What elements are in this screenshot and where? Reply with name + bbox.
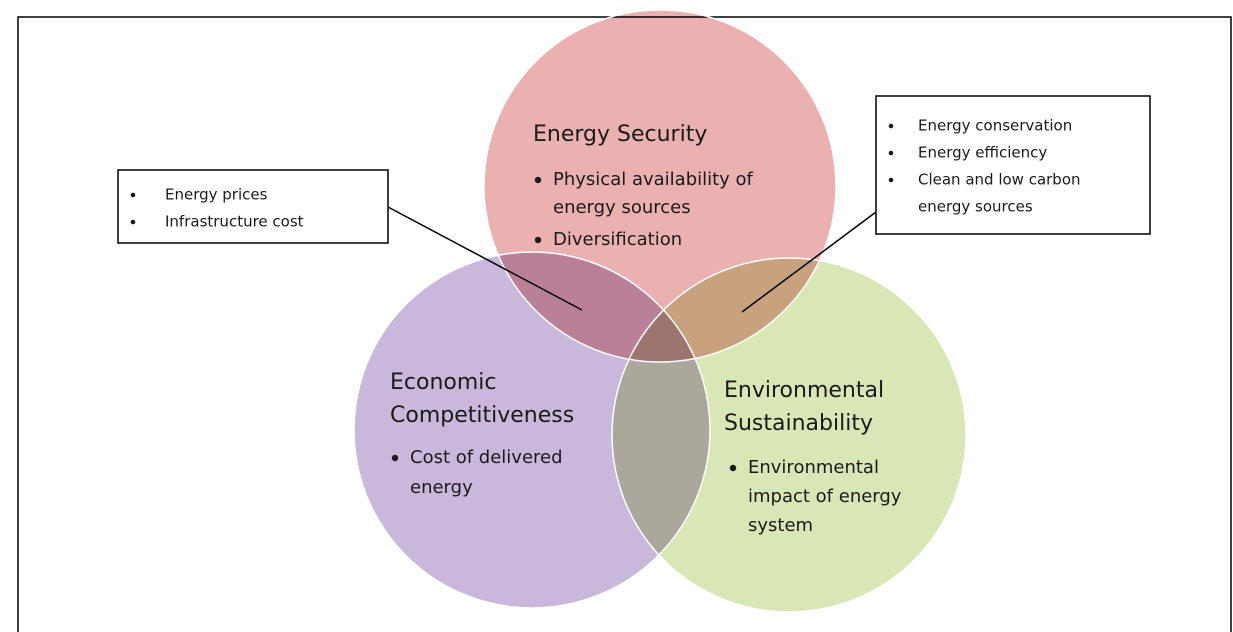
callout-text: energy sources <box>918 198 1033 216</box>
connector <box>387 206 583 311</box>
labels: Energy Security Physical availability of e… <box>130 117 1081 536</box>
callout-text: Energy conservation <box>918 117 1072 135</box>
bullet-text: Environmental <box>748 457 879 478</box>
connector <box>741 211 877 313</box>
bullet-text: Physical availability of <box>553 169 754 190</box>
bullet <box>130 192 136 198</box>
bullet-text: Cost of delivered <box>410 447 563 468</box>
bullet-text: energy <box>410 477 473 498</box>
circle-title: Environmental <box>724 378 884 403</box>
callout-text: Energy efficiency <box>918 144 1047 162</box>
circle-title: Economic <box>390 370 497 395</box>
circle-title: Sustainability <box>724 411 873 436</box>
bullet-text: system <box>748 515 813 536</box>
venn <box>354 10 966 612</box>
callout-text: Clean and low carbon <box>918 171 1081 189</box>
callout-box <box>117 169 389 244</box>
circle-title: Competitiveness <box>390 403 574 428</box>
bullet <box>888 177 894 183</box>
callout-text: Energy prices <box>165 186 268 204</box>
bullet-text: impact of energy <box>748 486 902 507</box>
circle-title: Energy Security <box>533 122 707 147</box>
circle-outline <box>483 9 837 363</box>
circle-outline <box>611 257 967 613</box>
circle-outline <box>353 251 711 609</box>
bullet <box>534 176 542 184</box>
bullet <box>729 464 737 472</box>
circle-economic <box>354 252 710 608</box>
bullet <box>888 123 894 129</box>
bullet-text: Diversification <box>553 229 682 250</box>
callout-text: Infrastructure cost <box>165 213 304 231</box>
callout-box <box>875 95 1151 235</box>
bullet <box>391 454 399 462</box>
circle-environment <box>612 258 966 612</box>
bullet <box>888 150 894 156</box>
bullet <box>534 236 542 244</box>
bullet <box>130 219 136 225</box>
bullet-text: energy sources <box>553 197 691 218</box>
